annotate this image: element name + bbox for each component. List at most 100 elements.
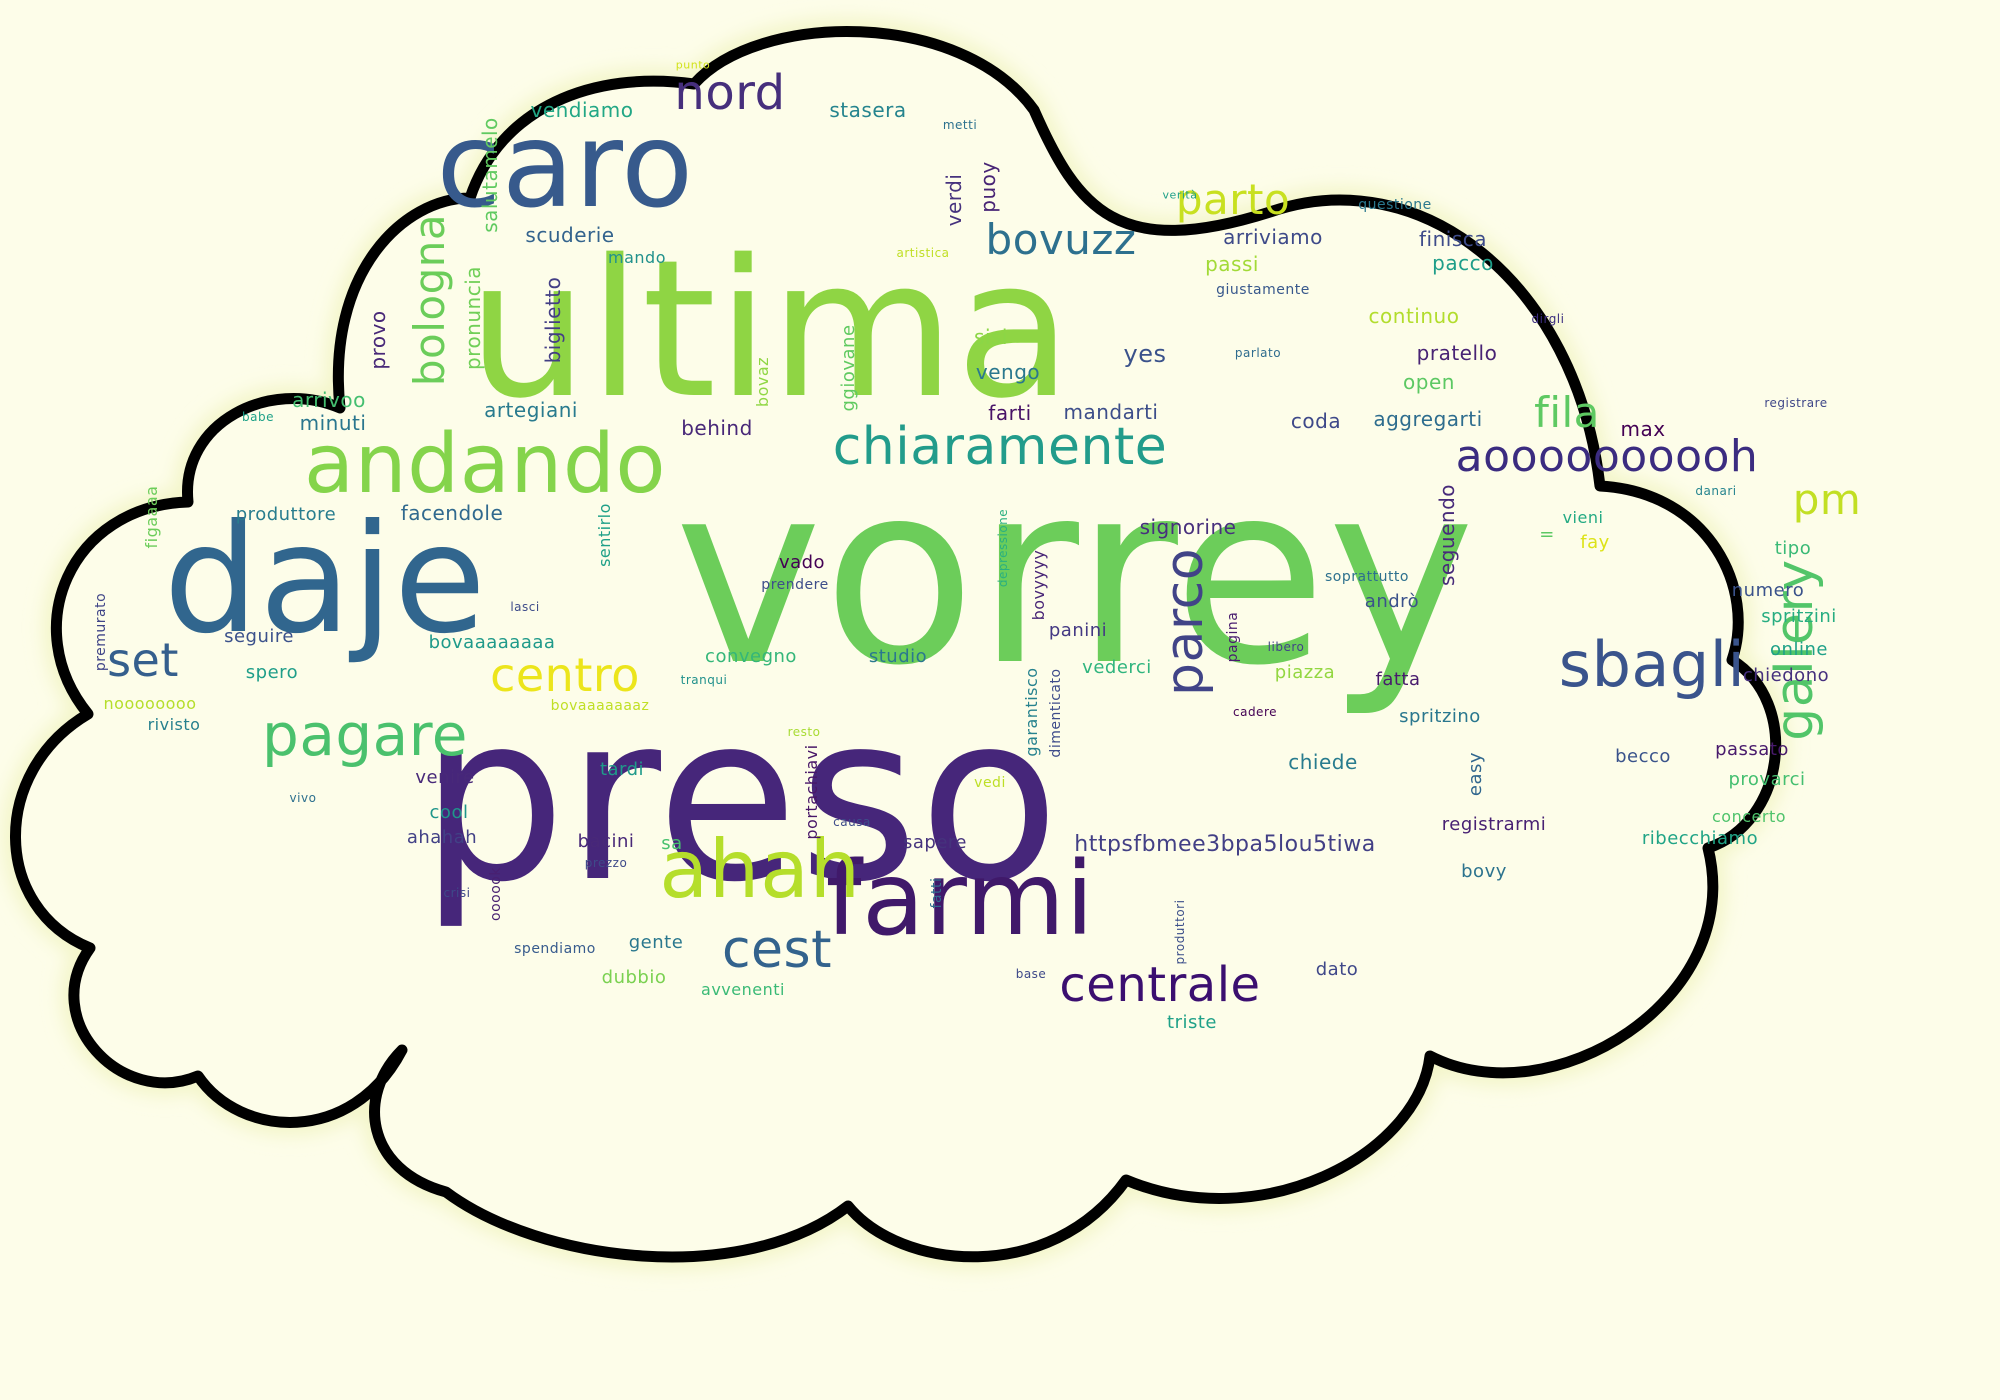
cloud-word: centrale	[1059, 957, 1261, 1013]
cloud-word: arrivoo	[292, 388, 366, 412]
cloud-word: sentirlo	[595, 503, 614, 567]
cloud-word: aoooooooooh	[1455, 431, 1759, 482]
cloud-word: spritzino	[1399, 706, 1481, 727]
cloud-word: fatti	[929, 877, 945, 909]
cloud-word: salutamelo	[478, 117, 502, 233]
cloud-word: caro	[436, 96, 694, 234]
cloud-word: signorine	[1139, 515, 1237, 539]
cloud-word: premurato	[93, 592, 109, 672]
cloud-word: cool	[429, 802, 469, 823]
cloud-word: pacco	[1432, 251, 1494, 275]
cloud-word: aggregarti	[1373, 407, 1483, 431]
cloud-word: farmi	[825, 840, 1095, 959]
cloud-word: dubbio	[601, 967, 667, 988]
cloud-word: httpsfbmee3bpa5lou5tiwa	[1074, 832, 1376, 857]
cloud-word: noooooooo	[103, 694, 197, 713]
cloud-word: vorrey	[674, 429, 1476, 720]
cloud-word: ahah	[659, 823, 861, 916]
cloud-word: produttore	[235, 504, 337, 525]
cloud-word: fila	[1534, 388, 1600, 437]
cloud-word: farti	[988, 401, 1032, 425]
cloud-word: tipo	[1774, 538, 1812, 559]
cloud-word: produttori	[1173, 899, 1187, 965]
cloud-word: andrò	[1364, 591, 1420, 612]
cloud-outline	[10, 26, 1782, 1263]
cloud-word: pm	[1792, 475, 1862, 524]
cloud-word: parlato	[1234, 346, 1282, 360]
cloud-word: piazza	[1274, 662, 1336, 683]
cloud-word: punto	[675, 58, 711, 72]
cloud-word: cadere	[1232, 705, 1278, 719]
cloud-word: numero	[1731, 580, 1805, 601]
cloud-word: babe	[242, 410, 274, 424]
cloud-word: concerto	[1711, 807, 1787, 826]
cloud-word: gente	[628, 932, 684, 953]
cloud-word: chiede	[1288, 750, 1358, 774]
cloud-word: easy	[1465, 751, 1486, 797]
cloud-word: artegiani	[484, 398, 578, 422]
cloud-word: nord	[674, 65, 786, 121]
cloud-word: rivisto	[147, 715, 201, 734]
cloud-word: max	[1620, 417, 1666, 441]
cloud-word: becco	[1615, 746, 1671, 767]
cloud-word: vieni	[1562, 508, 1604, 527]
cloud-word: mandarti	[1063, 400, 1159, 424]
cloud-word: continuo	[1368, 304, 1460, 328]
cloud-word: giustamente	[1216, 282, 1310, 298]
cloud-word: spero	[245, 662, 299, 683]
cloud-word: lasci	[510, 600, 540, 614]
cloud-word: verità	[1162, 188, 1198, 202]
cloud-word: bovy	[1461, 861, 1507, 882]
cloud-word: triste	[1167, 1012, 1217, 1033]
cloud-word: facendole	[400, 501, 504, 525]
cloud-word: provo	[366, 310, 390, 370]
cloud-word: verdi	[942, 173, 966, 227]
cloud-word: parto	[1175, 175, 1291, 224]
cloud-word: soprattutto	[1325, 569, 1409, 585]
cloud-word: centro	[490, 648, 640, 702]
cloud-word: ultima	[467, 219, 1073, 440]
cloud-word: vedi	[974, 775, 1006, 791]
cloud-word: fatta	[1375, 669, 1421, 690]
cloud-word: pagina	[1225, 611, 1241, 663]
cloud-word: oooook	[488, 867, 504, 921]
cloud-word: sbagli	[1558, 628, 1746, 701]
cloud-word: passato	[1715, 739, 1789, 760]
cloud-word: bovaz	[753, 356, 772, 408]
cloud-word: panini	[1048, 620, 1108, 641]
cloud-word: bovaaaaaaaa	[428, 632, 556, 653]
cloud-word: minuti	[299, 411, 367, 435]
cloud-word: andando	[303, 417, 667, 512]
cloud-word: scuderie	[525, 223, 615, 247]
cloud-word: arriviamo	[1223, 225, 1323, 249]
cloud-word: cest	[721, 920, 833, 980]
cloud-word: provarci	[1728, 769, 1806, 790]
cloud-word: ahahah	[406, 827, 478, 848]
cloud-word: vivo	[289, 791, 317, 805]
cloud-word: libero	[1267, 640, 1305, 654]
cloud-word: chiaramente	[832, 417, 1168, 477]
cloud-word: =	[1539, 524, 1555, 545]
cloud-word: tardi	[599, 759, 645, 780]
cloud-word: parco	[1155, 547, 1215, 697]
cloud-word: finisca	[1418, 227, 1488, 251]
cloud-word: portachiavi	[802, 744, 821, 840]
cloud-word: artistica	[896, 246, 950, 260]
cloud-word: ribecchiamo	[1641, 828, 1759, 849]
cloud-word: chiedono	[1742, 665, 1830, 686]
cloud-word: questione	[1358, 197, 1432, 213]
cloud-word: seguire	[224, 626, 294, 647]
cloud-word: danari	[1695, 484, 1737, 498]
cloud-word: stasera	[829, 98, 907, 122]
cloud-word: registrarmi	[1441, 814, 1547, 835]
cloud-word: crisi	[443, 886, 471, 900]
cloud-word: set	[107, 633, 179, 687]
cloud-word: pratello	[1416, 341, 1498, 365]
cloud-word: sapere	[903, 832, 967, 853]
cloud-word: open	[1403, 370, 1455, 394]
cloud-word: avvenenti	[701, 980, 785, 999]
cloud-word: ggiovane	[838, 324, 859, 412]
cloud-word: online	[1770, 639, 1828, 660]
cloud-word: sisi	[974, 325, 1008, 349]
